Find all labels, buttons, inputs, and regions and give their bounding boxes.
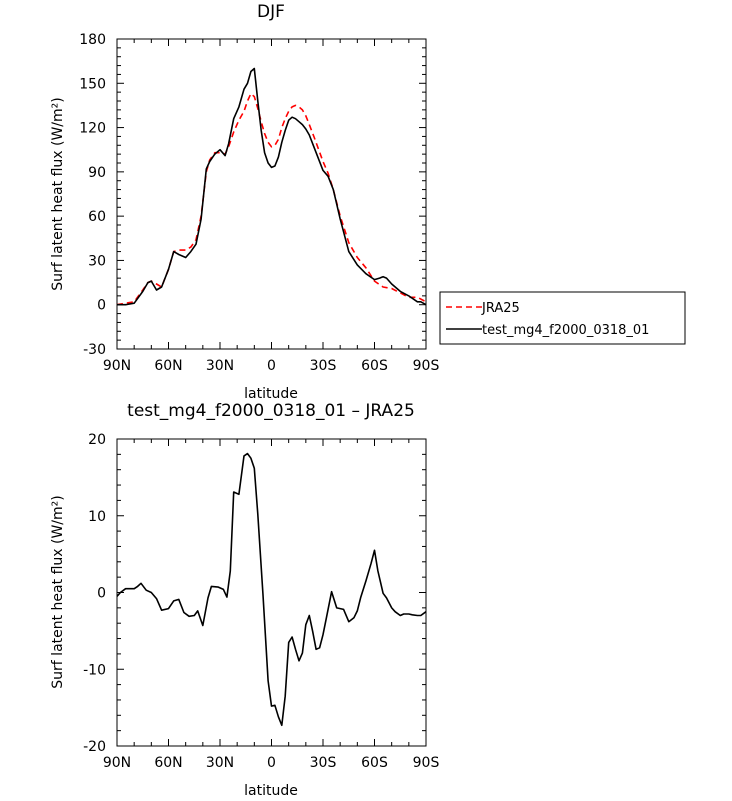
series-line-jra25 — [116, 92, 427, 306]
x-tick-label: 30S — [310, 755, 337, 771]
y-tick-label: 60 — [88, 209, 106, 225]
chart-bottom: test_mg4_f2000_0318_01 – JRA25 -20 -10 0 10… — [50, 401, 439, 799]
x-tick-label: 0 — [267, 358, 276, 374]
x-tick-label: 30S — [310, 358, 337, 374]
x-tick-label: 0 — [267, 755, 276, 771]
x-tick-label: 30N — [206, 755, 234, 771]
legend-label-test: test_mg4_f2000_0318_01 — [482, 323, 649, 338]
chart-top: DJF -30 0 30 60 90 120 150 180 90N 60N 30N 0 30S 60S 9… — [50, 2, 686, 402]
x-tick-label: 60S — [361, 358, 388, 374]
series-line-difference — [116, 452, 427, 727]
y-tick-label: 0 — [97, 586, 106, 602]
chart-title: test_mg4_f2000_0318_01 – JRA25 — [127, 401, 415, 421]
x-tick-label: 60N — [154, 755, 182, 771]
plot-frame — [116, 38, 427, 350]
series-group — [116, 452, 427, 727]
y-tick-label: 120 — [79, 121, 106, 137]
y-tick-label: 10 — [88, 509, 106, 525]
legend-label-jra25: JRA25 — [481, 301, 520, 316]
y-tick-label: 30 — [88, 253, 106, 269]
x-tick-label: 90S — [413, 358, 440, 374]
x-tick-label: 90S — [413, 755, 440, 771]
chart-title: DJF — [257, 2, 285, 22]
y-axis-label: Surf latent heat flux (W/m²) — [50, 97, 66, 290]
y-tick-label: -20 — [83, 739, 106, 755]
legend-box — [439, 291, 686, 345]
axes: -30 0 30 60 90 120 150 180 90N 60N 30N 0 30S 60S 90S — [79, 32, 439, 374]
y-tick-label: 0 — [97, 298, 106, 314]
series-line-test-mg4-f2000-0318-01 — [117, 67, 427, 306]
x-axis-label: latitude — [244, 386, 298, 402]
x-axis-label: latitude — [244, 783, 298, 799]
x-tick-label: 90N — [103, 358, 131, 374]
x-tick-label: 90N — [103, 755, 131, 771]
series-group — [116, 67, 427, 306]
x-tick-label: 60N — [154, 358, 182, 374]
plot-frame — [116, 438, 427, 747]
y-tick-label: -30 — [83, 342, 106, 358]
y-tick-label: 90 — [88, 165, 106, 181]
axes: -20 -10 0 10 20 90N 60N 30N 0 30S 60S 90S — [83, 432, 439, 771]
x-tick-label: 60S — [361, 755, 388, 771]
y-tick-label: 20 — [88, 432, 106, 448]
y-axis-label: Surf latent heat flux (W/m²) — [50, 495, 66, 688]
y-tick-label: 180 — [79, 32, 106, 48]
legend: JRA25 test_mg4_f2000_0318_01 — [439, 291, 686, 345]
x-tick-label: 30N — [206, 358, 234, 374]
y-tick-label: 150 — [79, 76, 106, 92]
y-tick-label: -10 — [83, 662, 106, 678]
